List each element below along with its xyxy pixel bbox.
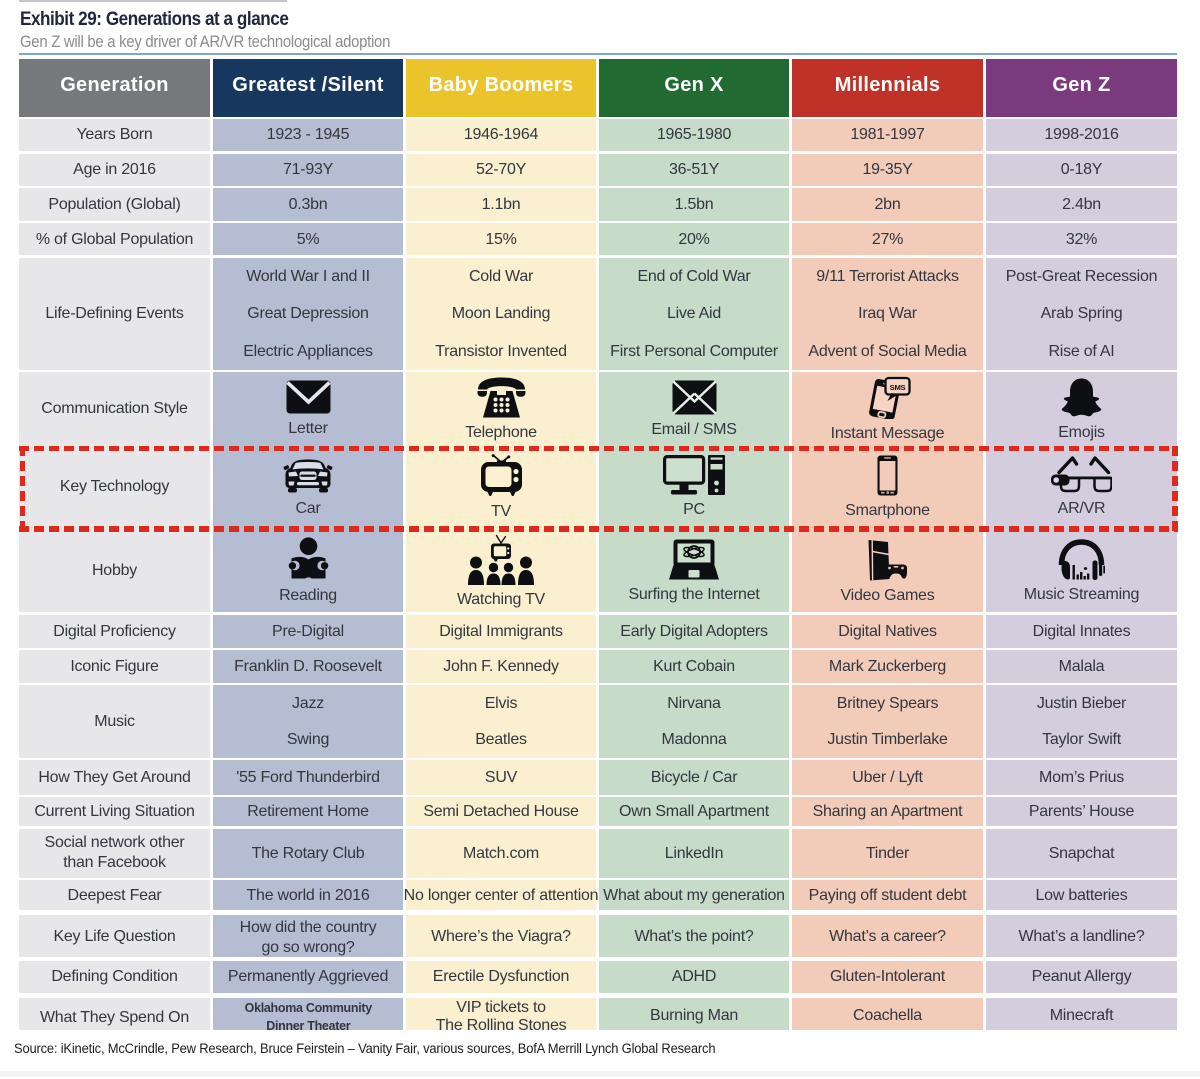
svg-text:SMS: SMS xyxy=(889,383,905,392)
